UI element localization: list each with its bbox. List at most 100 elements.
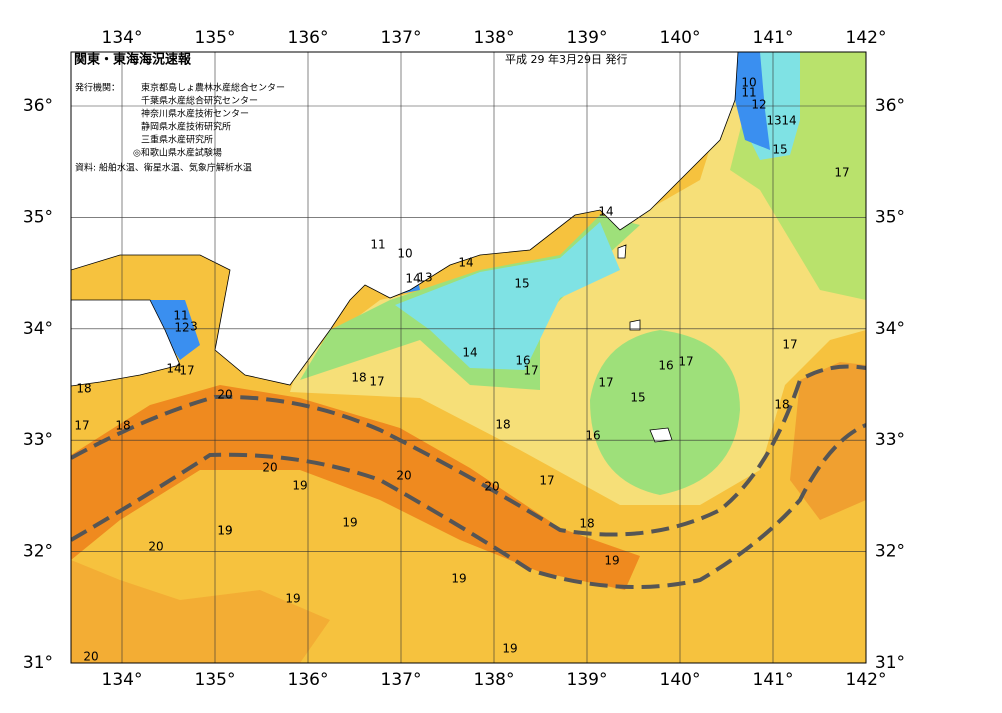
contour-label: 17 (834, 166, 849, 180)
lat-label: 33° (875, 430, 905, 450)
contour-label: 14 (598, 205, 613, 219)
contour-label: 12 (174, 321, 189, 335)
contour-label: 11 (741, 86, 756, 100)
contour-label: 17 (678, 355, 693, 369)
lon-label: 135° (195, 670, 236, 690)
cold-eddy (590, 330, 740, 495)
lon-label: 136° (288, 670, 329, 690)
contour-label: 13 (766, 114, 781, 128)
issue-date: 平成 29 年3月29日 発行 (505, 52, 627, 66)
lat-label: 31° (875, 653, 905, 673)
warm-area (71, 560, 330, 663)
contour-label: 18 (774, 398, 789, 412)
bay-water (735, 52, 770, 150)
issuer: 静岡県水産技術研究所 (141, 121, 231, 133)
source: 資料: 船舶水温、衛星水温、気象庁解析水温 (75, 162, 252, 174)
contour-label: 14 (458, 256, 473, 270)
issuer: 千葉県水産総合研究センター (141, 95, 258, 107)
contour-label: 20 (262, 461, 277, 475)
lat-label: 35° (23, 207, 53, 227)
contour-label: 17 (369, 375, 384, 389)
lat-label: 34° (875, 319, 905, 339)
land-honshu (71, 52, 739, 386)
contour-label: 18 (76, 382, 91, 396)
contour-label: 14 (462, 346, 477, 360)
contour-label: 11 (370, 238, 385, 252)
lat-label: 34° (23, 319, 53, 339)
land-shikoku (71, 299, 181, 387)
lon-label: 134° (102, 670, 143, 690)
contour-label: 19 (292, 479, 307, 493)
title: 関東・東海海況速報 (74, 52, 192, 68)
contour-label: 17 (74, 419, 89, 433)
lon-label: 135° (195, 28, 236, 48)
contour-label: 3 (190, 320, 198, 334)
contour-label: 17 (539, 474, 554, 488)
contour-label: 20 (217, 388, 232, 402)
current-boundary (71, 423, 866, 589)
contour-label: 20 (484, 480, 499, 494)
contour-label: 19 (217, 524, 232, 538)
contour-label: 15 (514, 277, 529, 291)
lat-label: 32° (875, 542, 905, 562)
contour-label: 18 (495, 418, 510, 432)
lon-label: 141° (753, 670, 794, 690)
lat-label: 36° (875, 96, 905, 116)
contour-label: 16 (585, 429, 600, 443)
contour-label: 17 (598, 376, 613, 390)
lat-label: 32° (23, 542, 53, 562)
contour-label: 19 (604, 554, 619, 568)
issuer-label: 発行機関： (75, 82, 120, 94)
lon-label: 140° (660, 28, 701, 48)
lat-label: 33° (23, 430, 53, 450)
lon-label: 141° (753, 28, 794, 48)
contour-label: 20 (83, 650, 98, 664)
grid (71, 52, 866, 663)
map-frame (70, 51, 867, 664)
bay-water (150, 300, 200, 360)
contour-label: 12 (751, 98, 766, 112)
contour-label: 18 (115, 419, 130, 433)
contour-label: 18 (351, 371, 366, 385)
contour-label: 15 (630, 391, 645, 405)
contour-label: 14 (166, 362, 181, 376)
contour-label: 19 (451, 572, 466, 586)
contour-label: 17 (179, 364, 194, 378)
contour-label: 19 (502, 642, 517, 656)
coastal-water (395, 222, 620, 370)
issuer: ◎和歌山県水産試験場 (133, 147, 222, 159)
contour-label: 19 (217, 524, 232, 538)
lat-label: 31° (23, 653, 53, 673)
lon-label: 139° (567, 28, 608, 48)
contour-label: 14 (781, 114, 796, 128)
contour-label: 13 (417, 271, 432, 285)
contour-label: 14 (405, 272, 420, 286)
lon-label: 136° (288, 28, 329, 48)
contour-label: 20 (148, 540, 163, 554)
contour-label: 20 (396, 469, 411, 483)
contour-label: 11 (173, 309, 188, 323)
lon-label: 134° (102, 28, 143, 48)
contour-label: 19 (342, 516, 357, 530)
warm-current (71, 385, 640, 590)
contour-label: 17 (523, 364, 538, 378)
lon-label: 138° (474, 670, 515, 690)
lon-label: 142° (846, 28, 887, 48)
axis-labels: 134° 134° 135° 135° 136° 136° 137° 137° 138° 138°… (23, 28, 905, 690)
lon-label: 137° (381, 28, 422, 48)
contour-label: 17 (782, 338, 797, 352)
contour-label: 10 (741, 76, 756, 90)
contour-label: 18 (579, 517, 594, 531)
issuer: 東京都島しょ農林水産総合センター (141, 82, 285, 94)
issuer: 三重県水産研究所 (141, 134, 213, 146)
contour-label: 15 (772, 143, 787, 157)
lon-label: 138° (474, 28, 515, 48)
lat-label: 36° (23, 96, 53, 116)
lon-label: 142° (846, 670, 887, 690)
contour-label: 19 (285, 592, 300, 606)
lon-label: 137° (381, 670, 422, 690)
contour-label: 10 (397, 247, 412, 261)
